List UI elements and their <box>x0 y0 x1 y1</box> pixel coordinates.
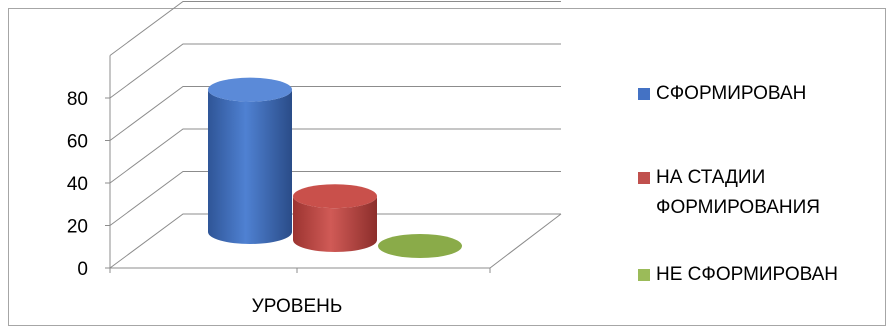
y-tick-label: 80 <box>67 89 88 110</box>
gridline <box>109 43 561 99</box>
bar-3 <box>378 234 462 258</box>
chart-area <box>8 8 886 326</box>
y-tick-label: 0 <box>77 259 88 280</box>
gridline <box>109 0 561 56</box>
gridline <box>109 128 561 184</box>
bar-body <box>208 89 292 245</box>
bars <box>208 77 462 258</box>
bar-top <box>378 234 462 258</box>
gridline <box>109 171 561 226</box>
x-axis-labels: УРОВЕНЬ <box>252 296 343 317</box>
y-tick-label: 60 <box>67 132 88 153</box>
y-axis-ticks: 0 20 40 60 80 <box>67 89 88 280</box>
y-tick-label: 40 <box>67 174 88 195</box>
bar-body <box>293 196 377 252</box>
gridline <box>109 86 561 141</box>
bar-1 <box>208 77 292 245</box>
y-tick-label: 20 <box>67 217 88 238</box>
x-tick-label: УРОВЕНЬ <box>252 296 343 317</box>
gridlines <box>105 0 562 273</box>
bar-top <box>293 184 377 209</box>
gridline <box>109 213 561 269</box>
bar-top <box>208 77 292 102</box>
bar-2 <box>293 184 377 252</box>
